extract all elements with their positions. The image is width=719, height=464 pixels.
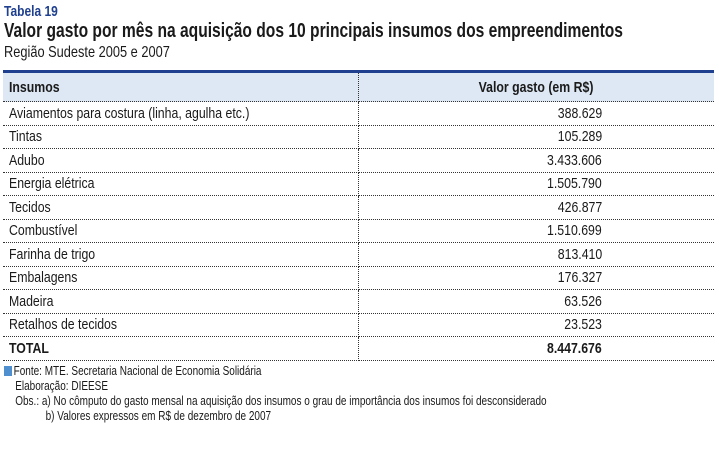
insumo-cell: Adubo	[3, 148, 359, 173]
table-row: Madeira 63.526	[3, 289, 714, 314]
table-label: Tabela 19	[4, 3, 58, 20]
insumo-cell: Aviamentos para costura (linha, agulha e…	[3, 101, 359, 126]
insumo-cell: Tecidos	[3, 195, 359, 220]
valor-cell: 3.433.606	[358, 148, 714, 173]
insumo-cell: Madeira	[3, 289, 359, 314]
table-row: Tintas 105.289	[3, 125, 714, 149]
total-row: TOTAL 8.447.676	[3, 336, 714, 361]
total-value: 8.447.676	[358, 336, 714, 361]
insumo-cell: Combustível	[3, 219, 359, 243]
table-row: Adubo 3.433.606	[3, 148, 714, 173]
valor-cell: 1.505.790	[358, 172, 714, 196]
table-subtitle: Região Sudeste 2005 e 2007	[4, 44, 170, 61]
data-table: Insumos Valor gasto (em R$) Aviamentos p…	[3, 70, 714, 361]
table-row: Tecidos 426.877	[3, 195, 714, 220]
source-note: Fonte: MTE. Secretaria Nacional de Econo…	[4, 364, 547, 379]
notes: Fonte: MTE. Secretaria Nacional de Econo…	[4, 364, 547, 424]
valor-cell: 1.510.699	[358, 219, 714, 243]
table-row: Energia elétrica 1.505.790	[3, 172, 714, 196]
obs-b-note: b) Valores expressos em R$ de dezembro d…	[45, 409, 272, 423]
table-row: Embalagens 176.327	[3, 266, 714, 290]
valor-cell: 813.410	[358, 242, 714, 267]
header-row: Insumos Valor gasto (em R$)	[3, 71, 714, 102]
valor-cell: 426.877	[358, 195, 714, 220]
header-insumos: Insumos	[3, 71, 359, 102]
table-row: Retalhos de tecidos 23.523	[3, 313, 714, 337]
elaboration-note: Elaboração: DIEESE	[15, 379, 109, 393]
obs-a-note: Obs.: a) No cômputo do gasto mensal na a…	[15, 394, 547, 408]
valor-cell: 63.526	[358, 289, 714, 314]
insumo-cell: Retalhos de tecidos	[3, 313, 359, 337]
insumo-cell: Energia elétrica	[3, 172, 359, 196]
valor-cell: 105.289	[358, 125, 714, 149]
table-row: Combustível 1.510.699	[3, 219, 714, 243]
table-row: Farinha de trigo 813.410	[3, 242, 714, 267]
valor-cell: 388.629	[358, 101, 714, 126]
header-valor: Valor gasto (em R$)	[358, 71, 714, 102]
table-title: Valor gasto por mês na aquisição dos 10 …	[4, 20, 623, 42]
table-row: Aviamentos para costura (linha, agulha e…	[3, 101, 714, 126]
marker-square-icon	[4, 366, 12, 376]
valor-cell: 23.523	[358, 313, 714, 337]
total-label: TOTAL	[3, 336, 359, 361]
valor-cell: 176.327	[358, 266, 714, 290]
insumo-cell: Farinha de trigo	[3, 242, 359, 267]
insumo-cell: Embalagens	[3, 266, 359, 290]
insumo-cell: Tintas	[3, 125, 359, 149]
